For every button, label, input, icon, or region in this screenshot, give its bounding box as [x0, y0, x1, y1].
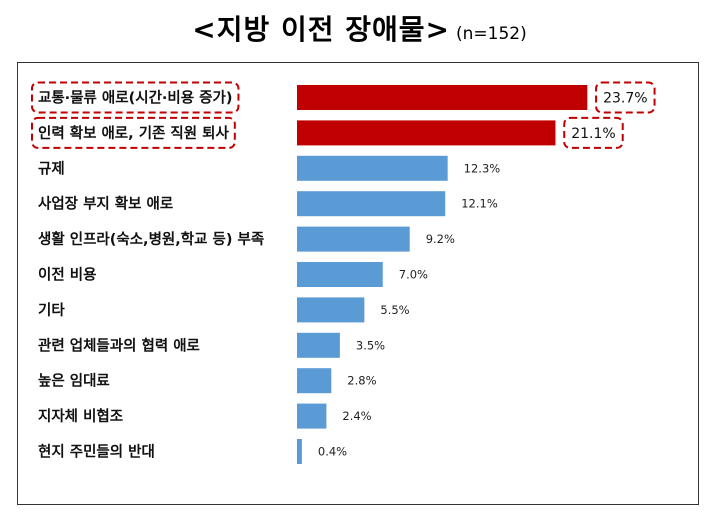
- value-label: 21.1%: [571, 126, 615, 142]
- bar: [297, 191, 446, 217]
- chart-frame: [17, 62, 699, 505]
- category-highlight-callout: [31, 81, 240, 114]
- sample-size-note: (n=152): [456, 24, 527, 44]
- value-label: 0.4%: [318, 445, 347, 459]
- category-label: 교통·물류 애로(시간·비용 증가): [38, 90, 232, 107]
- category-label: 높은 임대료: [38, 373, 110, 390]
- category-label: 생활 인프라(숙소,병원,학교 등) 부족: [38, 230, 264, 248]
- category-label: 규제: [38, 160, 65, 177]
- category-label: 인력 확보 애로, 기존 직원 퇴사: [38, 124, 229, 142]
- category-label: 이전 비용: [38, 267, 96, 284]
- category-highlight-callout: [31, 116, 236, 149]
- value-label: 7.0%: [399, 268, 428, 282]
- bar: [297, 403, 327, 429]
- value-highlight-callout: [563, 116, 624, 149]
- value-label: 12.3%: [464, 161, 501, 175]
- bar: [297, 368, 332, 394]
- category-label: 현지 주민들의 반대: [38, 443, 155, 461]
- bar: [297, 226, 410, 252]
- bar: [297, 332, 340, 358]
- bar: [297, 85, 588, 110]
- value-label: 9.2%: [426, 232, 455, 246]
- value-label: 2.4%: [342, 409, 371, 423]
- value-label: 2.8%: [347, 374, 376, 388]
- category-label: 관련 업체들과의 협력 애로: [38, 336, 200, 354]
- value-label: 23.7%: [603, 91, 647, 107]
- bar: [297, 120, 556, 146]
- value-label: 3.5%: [356, 338, 385, 352]
- category-label: 사업장 부지 확보 애로: [38, 195, 173, 213]
- category-label: 지자체 비협조: [38, 407, 123, 425]
- bar: [297, 155, 448, 181]
- chart-title-row: <지방 이전 장애물> (n=152): [0, 8, 719, 48]
- chart-title: <지방 이전 장애물>: [192, 13, 450, 46]
- bar: [297, 297, 365, 323]
- category-label: 기타: [38, 302, 65, 319]
- value-highlight-callout: [595, 81, 656, 114]
- value-label: 12.1%: [461, 197, 498, 211]
- bar: [297, 262, 383, 287]
- value-label: 5.5%: [380, 303, 409, 317]
- bar: [297, 439, 302, 464]
